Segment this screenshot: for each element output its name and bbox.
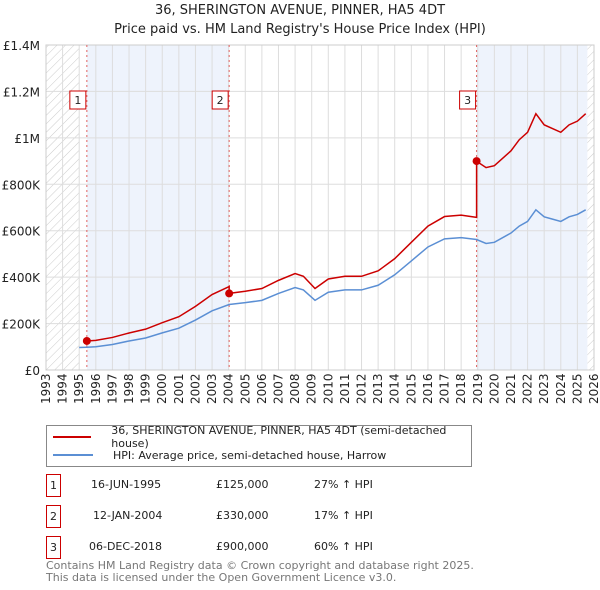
x-tick-label: 2002: [188, 373, 202, 404]
sale-label: 3: [464, 94, 471, 107]
x-tick-label: 2000: [155, 373, 169, 404]
sale-price: £330,000: [216, 509, 269, 522]
sale-hpi: 27% ↑ HPI: [314, 478, 373, 491]
sale-date: 16-JUN-1995: [91, 478, 162, 491]
sale-point: [225, 289, 234, 298]
x-tick-label: 2001: [172, 373, 186, 404]
x-tick-label: 2023: [537, 373, 551, 404]
hpi-line: [79, 208, 587, 349]
x-tick-label: 2025: [570, 373, 584, 404]
y-tick-label: £800K: [2, 178, 42, 192]
sale-price: £900,000: [216, 540, 269, 553]
x-tick-label: 1998: [122, 373, 136, 404]
x-tick-label: 1993: [39, 373, 53, 404]
sale-label: 1: [74, 94, 81, 107]
sale-marker: 2: [46, 505, 61, 528]
x-tick-label: 1999: [139, 373, 153, 404]
x-tick-label: 2019: [471, 373, 485, 404]
legend-label-property: 36, SHERINGTON AVENUE, PINNER, HA5 4DT (…: [111, 424, 447, 450]
sale-label: 2: [217, 94, 224, 107]
sale-label-box: [211, 90, 229, 110]
x-tick-label: 1995: [72, 373, 86, 404]
shaded-period: [476, 45, 588, 370]
hatched-period: [587, 45, 594, 370]
sale-price: £125,000: [216, 478, 269, 491]
y-tick-label: £600K: [2, 225, 42, 239]
y-tick-label: £1M: [14, 132, 40, 146]
x-tick-label: 2008: [288, 373, 302, 404]
x-tick-label: 2022: [521, 373, 535, 404]
property-price-line: [86, 112, 587, 342]
x-tick-label: 2004: [222, 373, 236, 404]
y-tick-label: £1.4M: [3, 39, 40, 53]
sale-marker: 3: [46, 536, 61, 559]
x-tick-label: 2017: [438, 373, 452, 404]
x-tick-label: 2016: [421, 373, 435, 404]
footer-licence: This data is licensed under the Open Gov…: [46, 571, 397, 584]
y-tick-label: £400K: [2, 271, 42, 285]
x-tick-label: 2018: [454, 373, 468, 404]
sale-label-box: [69, 90, 87, 110]
x-tick-label: 2012: [355, 373, 369, 404]
sale-date: 06-DEC-2018: [89, 540, 163, 553]
legend-swatch-property: [53, 436, 92, 438]
y-tick-label: £0: [25, 364, 40, 378]
x-tick-label: 1994: [56, 373, 70, 404]
sale-label-box: [459, 90, 477, 110]
x-tick-label: 2026: [587, 373, 600, 404]
y-tick-label: £1.2M: [3, 85, 40, 99]
x-tick-label: 2005: [238, 373, 252, 404]
sale-point: [82, 336, 91, 345]
x-tick-label: 2011: [338, 373, 352, 404]
chart-title: 36, SHERINGTON AVENUE, PINNER, HA5 4DT: [154, 3, 446, 18]
footer: Contains HM Land Registry data © Crown c…: [46, 560, 474, 584]
chart-subtitle: Price paid vs. HM Land Registry's House …: [114, 22, 486, 37]
x-tick-label: 2006: [255, 373, 269, 404]
legend: 36, SHERINGTON AVENUE, PINNER, HA5 4DT (…: [46, 424, 472, 467]
sale-hpi: 60% ↑ HPI: [314, 540, 373, 553]
sale-point: [472, 157, 481, 166]
x-tick-label: 2009: [305, 373, 319, 404]
x-tick-label: 2014: [388, 373, 402, 404]
x-tick-label: 2024: [554, 373, 568, 404]
y-tick-label: £200K: [2, 318, 42, 332]
x-tick-label: 1997: [105, 373, 119, 404]
x-tick-label: 2013: [371, 373, 385, 404]
price-chart: 1993 1994 1995 1996 1997 1998 1999 2000 2001 2002…: [2, 39, 600, 404]
plot-border: [45, 44, 595, 371]
legend-swatch-hpi: [53, 454, 93, 456]
footer-copyright: Contains HM Land Registry data © Crown c…: [46, 559, 474, 572]
sale-hpi: 17% ↑ HPI: [314, 509, 373, 522]
x-tick-label: 2007: [271, 373, 285, 404]
sale-marker: 1: [46, 474, 61, 497]
x-tick-label: 2003: [205, 373, 219, 404]
sale-date: 12-JAN-2004: [93, 509, 163, 522]
x-tick-label: 1996: [89, 373, 103, 404]
shaded-period: [86, 45, 230, 370]
x-tick-label: 2010: [321, 373, 335, 404]
x-tick-label: 2015: [404, 373, 418, 404]
legend-label-hpi: HPI: Average price, semi-detached house,…: [113, 448, 387, 462]
x-tick-label: 2020: [487, 373, 501, 404]
x-tick-label: 2021: [504, 373, 518, 404]
